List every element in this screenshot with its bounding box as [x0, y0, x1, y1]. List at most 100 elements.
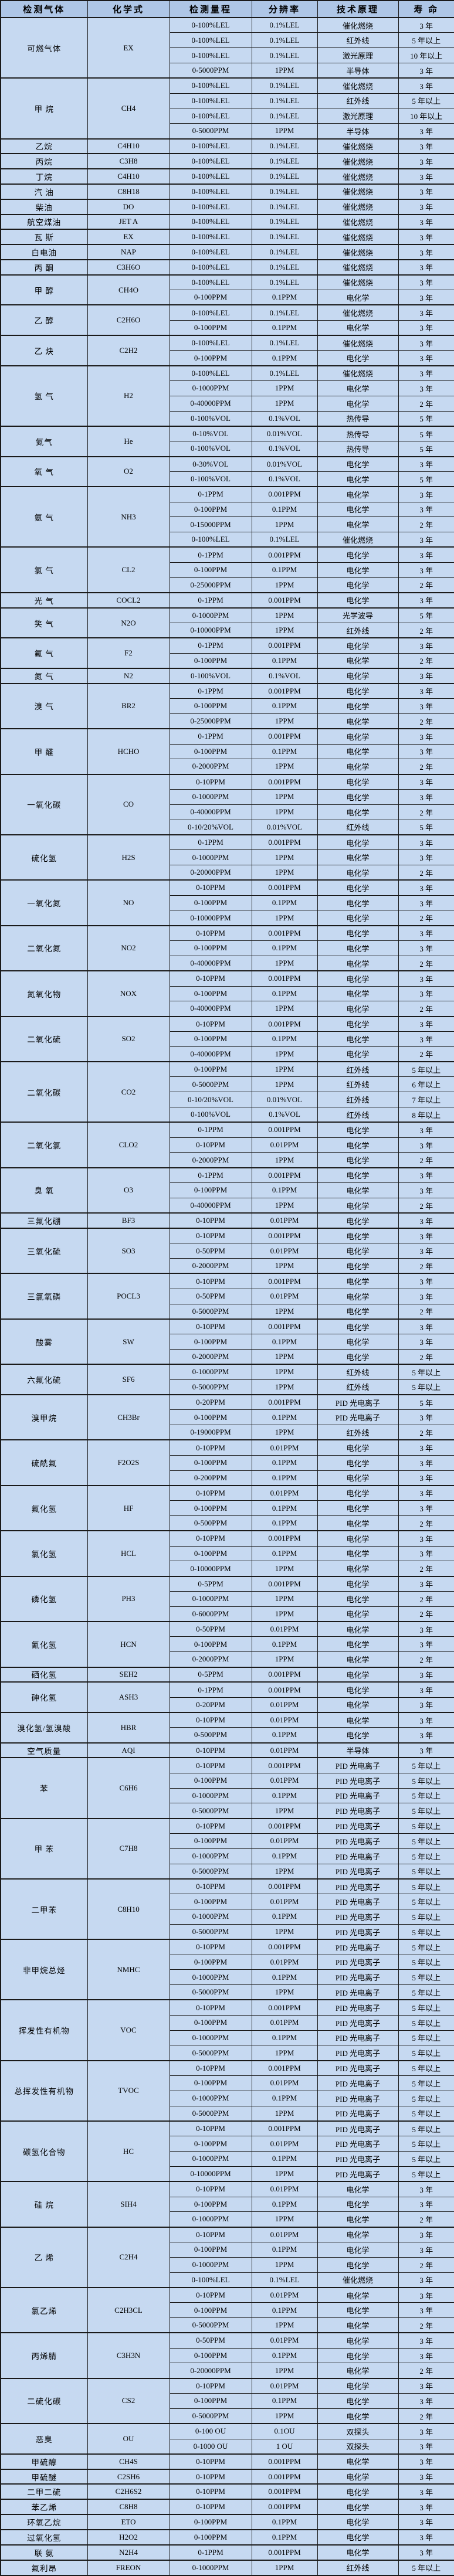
range-cell: 0-100PPM — [169, 1334, 252, 1350]
formula-cell: NO — [87, 879, 170, 926]
resolution-cell: 0.001PPM — [251, 1575, 318, 1592]
resolution-cell: 1PPM — [251, 1061, 318, 1078]
life-cell: 3 年 — [398, 2196, 454, 2213]
range-cell: 0-20000PPM — [169, 865, 252, 881]
resolution-cell: 0.1PPM — [251, 1787, 318, 1804]
table-row: 0-1000PPM 0.1PPM PID 光电离子 5 年以上 — [1, 1969, 454, 1986]
range-cell: 0-100PPM — [169, 1500, 252, 1516]
resolution-cell: 0.1%VOL — [251, 667, 318, 684]
range-cell: 0-100PPM — [169, 1031, 252, 1047]
resolution-cell: 0.001PPM — [251, 1122, 318, 1138]
formula-cell: CO2 — [87, 1061, 170, 1123]
table-row: 0-5000PPM 1PPM 电化学 2 年 — [1, 2408, 454, 2424]
range-cell: 0-100PPM — [169, 940, 252, 956]
formula-cell: BR2 — [87, 682, 170, 729]
range-cell: 0-10PPM — [169, 1878, 252, 1895]
tech-cell: 电化学 — [317, 1182, 399, 1198]
tech-cell: 电化学 — [317, 1515, 399, 1531]
tech-cell: 电化学 — [317, 1681, 399, 1698]
range-cell: 0-200PPM — [169, 1470, 252, 1486]
life-cell: 3 年 — [398, 1697, 454, 1713]
tech-cell: 电化学 — [317, 1046, 399, 1062]
tech-cell: 电化学 — [317, 1349, 399, 1365]
resolution-cell: 0.001PPM — [251, 1273, 318, 1289]
range-cell: 0-10PPM — [169, 879, 252, 896]
range-cell: 0-10PPM — [169, 2181, 252, 2197]
tech-cell: 电化学 — [317, 910, 399, 926]
table-row: 总挥发性有机物 TVOC 0-10PPM 0.001PPM PID 光电离子 5 年以上 — [0, 2060, 454, 2122]
table-row: 非甲烷总烃 NMHC 0-10PPM 0.001PPM PID 光电离子 5 年以上 — [0, 1939, 454, 2000]
resolution-cell: 0.1%VOL — [251, 410, 318, 427]
resolution-cell: 1PPM — [251, 1984, 318, 2000]
gas-name-cell: 氰化氢 — [0, 1621, 88, 1668]
life-cell: 2 年 — [398, 1197, 454, 1214]
tech-cell: 热传导 — [317, 410, 399, 427]
resolution-cell: 1PPM — [251, 577, 318, 593]
gas-name-cell: 氢 气 — [0, 365, 88, 427]
resolution-cell: 0.01PPM — [251, 1621, 318, 1637]
table-row: 0-1000PPM 0.1PPM PID 光电离子 5 年以上 — [1, 2151, 454, 2167]
life-cell: 5 年以上 — [398, 2559, 454, 2576]
table-row: 溴甲烷 CH3Br 0-20PPM 0.001PPM PID 光电离子 5 年 — [0, 1394, 454, 1440]
table-row: 0-100%VOL 0.1%VOL 热传导 5 年 — [1, 410, 454, 427]
life-cell: 3 年 — [398, 2453, 454, 2470]
table-row: 0-40000PPM 1PPM 电化学 2 年 — [1, 1197, 454, 1214]
tech-cell: 电化学 — [317, 653, 399, 669]
table-row: 二甲二硫 C2H6S2 0-10PPM 0.001PPM 电化学 3 年 — [0, 2483, 454, 2500]
life-cell: 3 年 — [398, 259, 454, 276]
table-row: 甲 醛 HCHO 0-1PPM 0.001PPM 电化学 3 年 — [0, 728, 454, 775]
range-cell: 0-500PPM — [169, 1727, 252, 1744]
table-row: 0-2000PPM 1PPM 电化学 2 年 — [1, 1258, 454, 1274]
life-cell: 3 年 — [398, 2347, 454, 2364]
resolution-cell: 0.1PPM — [251, 985, 318, 1002]
range-cell: 0-1PPM — [169, 1167, 252, 1184]
range-cell: 0-1000PPM — [169, 2256, 252, 2273]
table-row: 0-100PPM 0.1PPM 电化学 3 年 — [1, 350, 454, 366]
gas-name-cell: 氟 气 — [0, 637, 88, 669]
gas-name-cell: 二硫化碳 — [0, 2377, 88, 2424]
life-cell: 5 年以上 — [398, 1833, 454, 1849]
gas-name-cell: 恶臭 — [0, 2423, 88, 2455]
life-cell: 5 年以上 — [398, 1364, 454, 1380]
table-row: 0-500PPM 0.1PPM 电化学 3 年 — [1, 1727, 454, 1744]
resolution-cell: 0.1PPM — [251, 1500, 318, 1516]
life-cell: 3 年 — [398, 728, 454, 745]
tech-cell: 电化学 — [317, 2226, 399, 2242]
resolution-cell: 0.1PPM — [251, 290, 318, 305]
life-cell: 3 年 — [398, 290, 454, 305]
tech-cell: 双探头 — [317, 2423, 399, 2439]
life-cell: 5 年以上 — [398, 2030, 454, 2046]
gas-name-cell: 二氧化氮 — [0, 925, 88, 971]
table-row: 0-100PPM 0.1PPM 电化学 3 年 — [1, 698, 454, 714]
life-cell: 3 年 — [398, 546, 454, 563]
table-row: 瓦 斯 EX 0-100%LEL 0.1%LEL 催化燃烧 3 年 — [0, 229, 454, 245]
resolution-cell: 0.1PPM — [251, 1636, 318, 1653]
table-row: 氧 气 O2 0-30%VOL 0.01%VOL 电化学 3 年 — [0, 456, 454, 487]
resolution-cell: 1PPM — [251, 789, 318, 805]
formula-cell: N2O — [87, 607, 170, 638]
tech-cell: PID 光电离子 — [317, 1848, 399, 1864]
formula-cell: N2 — [87, 667, 170, 684]
resolution-cell: 0.1PPM — [251, 2529, 318, 2546]
tech-cell: PID 光电离子 — [317, 1999, 399, 2016]
range-cell: 0-100%LEL — [169, 77, 252, 94]
life-cell: 6 年以上 — [398, 1076, 454, 1093]
range-cell: 0-5000PPM — [169, 1076, 252, 1093]
formula-cell: C3H3N — [87, 2332, 170, 2379]
gas-name-cell: 非甲烷总烃 — [0, 1939, 88, 2000]
range-cell: 0-10PPM — [169, 2453, 252, 2470]
tech-cell: 电化学 — [317, 1591, 399, 1607]
life-cell: 2 年 — [398, 516, 454, 533]
formula-cell: HF — [87, 1484, 170, 1531]
life-cell: 3 年 — [398, 2468, 454, 2485]
range-cell: 0-40000PPM — [169, 1197, 252, 1214]
tech-cell: 电化学 — [317, 865, 399, 881]
gas-name-cell: 二氧化碳 — [0, 1061, 88, 1123]
tech-cell: 电化学 — [317, 516, 399, 533]
formula-cell: C2H6O — [87, 304, 170, 336]
formula-cell: PH3 — [87, 1575, 170, 1622]
range-cell: 0-100PPM — [169, 2302, 252, 2318]
table-row: 0-1000PPM 1PPM 电化学 3 年 — [1, 380, 454, 396]
gas-name-cell: 甲 醛 — [0, 728, 88, 775]
formula-cell: C2H2 — [87, 335, 170, 366]
